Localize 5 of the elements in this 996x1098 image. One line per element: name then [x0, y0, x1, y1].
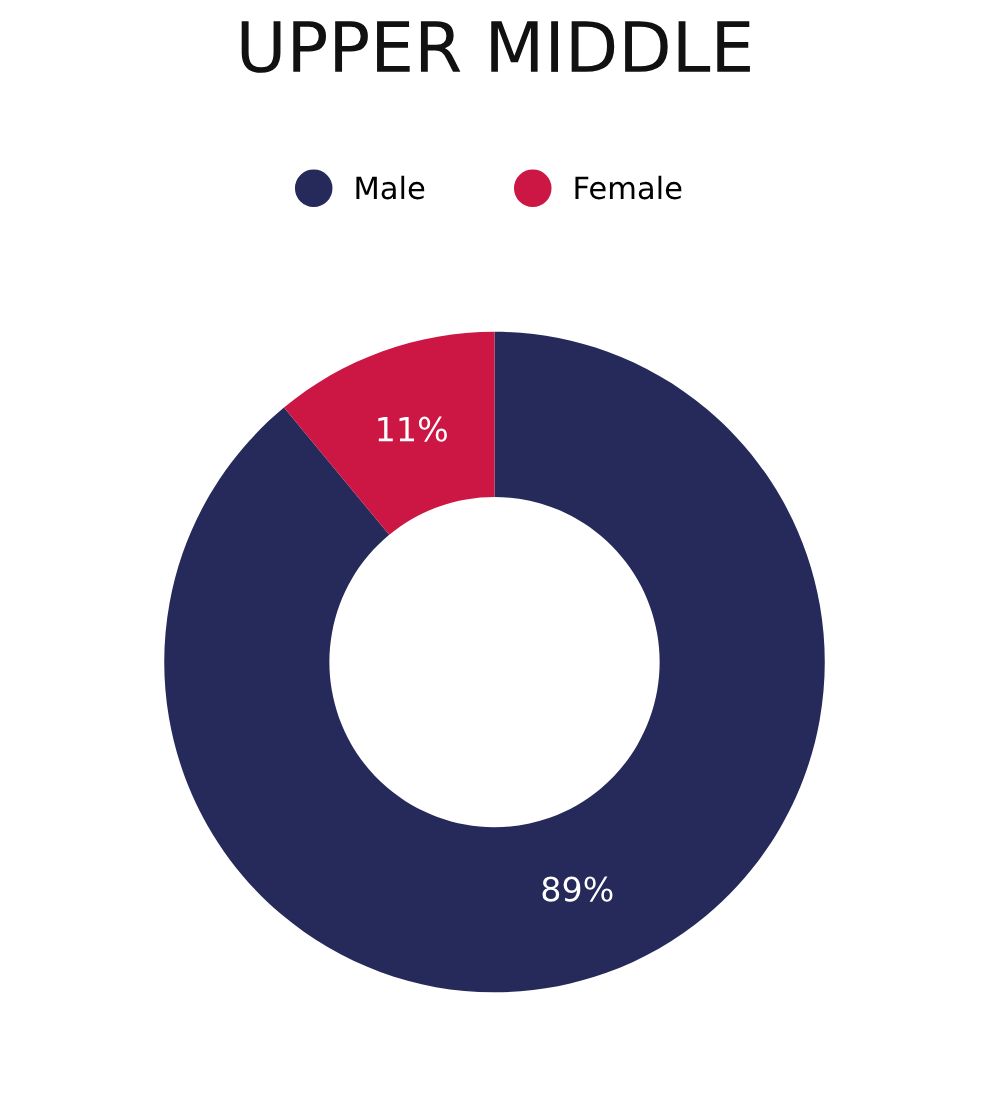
legend-label: Male — [356, 175, 425, 200]
data-label: 89% — [542, 876, 613, 902]
chart-title: UPPER MIDDLE — [241, 21, 750, 73]
data-label: 11% — [378, 416, 447, 442]
legend-label: Female — [575, 175, 682, 200]
